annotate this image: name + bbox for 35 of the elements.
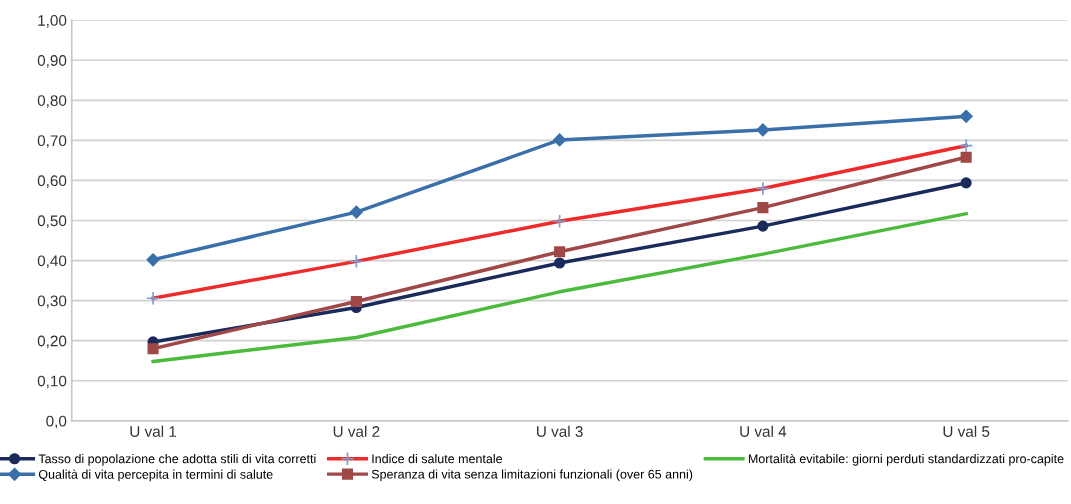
legend-label: Indice di salute mentale xyxy=(372,454,503,464)
y-tick-label: 0,10 xyxy=(37,375,67,389)
y-tick-label: 0,90 xyxy=(37,55,67,68)
point xyxy=(960,177,972,189)
y-tick-label: 0,40 xyxy=(37,255,67,269)
legend-label: Tasso di popolazione che adotta stili di vita corretti xyxy=(38,454,316,466)
point xyxy=(756,123,770,137)
x-tick-label: U val 1 xyxy=(130,425,177,437)
legend-label: Qualità di vita percepita in termini di salute xyxy=(38,469,273,482)
y-tick-label: 0,20 xyxy=(37,335,67,349)
y-tick-label: 0,70 xyxy=(37,135,67,148)
point xyxy=(349,205,363,219)
y-tick-label: 1,00 xyxy=(38,15,67,28)
y-tick-label: 0,50 xyxy=(37,215,67,228)
legend-label: Speranza di vita senza limitazioni funzionali (over 65 anni) xyxy=(371,469,693,482)
y-tick-label: 0,0 xyxy=(46,415,67,429)
point xyxy=(960,151,972,163)
y-tick-label: 0,80 xyxy=(37,95,67,108)
point xyxy=(757,202,769,214)
point xyxy=(959,109,973,123)
point xyxy=(350,295,362,307)
x-tick-label: U val 2 xyxy=(333,425,380,437)
y-tick-label: 0,60 xyxy=(37,175,67,188)
y-tick-label: 0,30 xyxy=(37,295,67,309)
x-tick-label: U val 4 xyxy=(740,425,787,437)
point xyxy=(554,246,566,258)
point xyxy=(146,253,160,267)
point xyxy=(553,133,567,147)
point xyxy=(147,343,159,355)
x-tick-label: U val 5 xyxy=(943,425,990,437)
legend-label: Mortalità evitabile: giorni perduti standardizzati pro-capite xyxy=(748,453,1064,466)
point xyxy=(757,220,769,232)
x-tick-label: U val 3 xyxy=(537,425,583,437)
line-series xyxy=(151,211,968,364)
point xyxy=(554,257,566,269)
